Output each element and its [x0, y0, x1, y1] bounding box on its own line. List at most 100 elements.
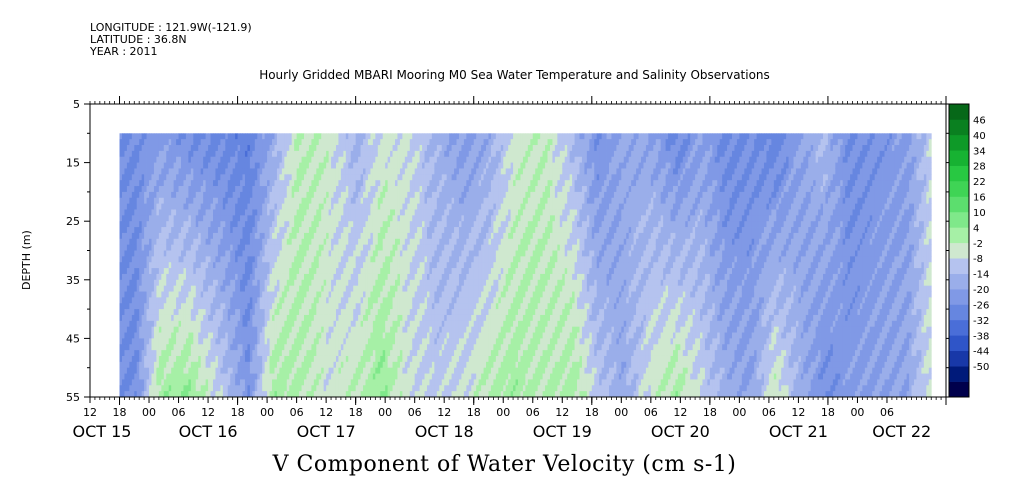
heatmap-cell: [131, 156, 135, 163]
heatmap-cell: [355, 145, 359, 152]
heatmap-cell: [259, 279, 263, 287]
heatmap-cell: [326, 344, 329, 351]
heatmap-cell: [183, 350, 187, 357]
heatmap-cell: [198, 297, 202, 304]
heatmap-cell: [185, 379, 189, 386]
heatmap-cell: [171, 314, 175, 322]
heatmap-cell: [168, 133, 172, 140]
heatmap-cell: [153, 238, 157, 246]
heatmap-cell: [139, 373, 143, 380]
heatmap-cell: [326, 391, 329, 398]
heatmap-cell: [158, 162, 162, 169]
heatmap-cell: [166, 385, 170, 392]
heatmap-cell: [286, 250, 290, 257]
heatmap-cell: [321, 250, 325, 257]
heatmap-cell: [382, 209, 386, 216]
heatmap-cell: [178, 344, 182, 351]
heatmap-cell: [131, 191, 135, 199]
heatmap-cell: [291, 332, 295, 339]
heatmap-cell: [345, 391, 349, 398]
heatmap-cell: [178, 150, 182, 158]
heatmap-cell: [370, 203, 374, 210]
heatmap-cell: [126, 174, 130, 181]
heatmap-cell: [370, 367, 374, 374]
heatmap-cell: [144, 250, 147, 257]
heatmap-cell: [212, 262, 216, 269]
heatmap-cell: [289, 156, 293, 163]
heatmap-cell: [166, 361, 170, 369]
heatmap-cell: [353, 355, 357, 363]
heatmap-cell: [139, 174, 143, 181]
heatmap-cell: [126, 150, 130, 158]
heatmap-cell: [119, 238, 123, 246]
heatmap-cell: [141, 191, 145, 199]
heatmap-cell: [338, 203, 342, 210]
heatmap-cell: [203, 227, 207, 234]
heatmap-cell: [262, 385, 266, 392]
heatmap-cell: [345, 145, 349, 152]
heatmap-cell: [372, 139, 376, 146]
heatmap-cell: [217, 262, 221, 269]
heatmap-cell: [377, 139, 381, 146]
heatmap-cell: [129, 139, 133, 146]
heatmap-cell: [188, 174, 192, 181]
heatmap-cell: [151, 139, 155, 146]
heatmap-cell: [168, 203, 172, 210]
heatmap-cell: [237, 191, 241, 199]
heatmap-cell: [331, 314, 334, 322]
heatmap-cell: [326, 256, 329, 263]
heatmap-cell: [193, 350, 197, 357]
heatmap-cell: [304, 221, 307, 228]
heatmap-cell: [375, 309, 379, 316]
heatmap-cell: [367, 156, 371, 163]
heatmap-cell: [323, 232, 327, 240]
heatmap-cell: [269, 297, 273, 304]
heatmap-cell: [343, 391, 347, 398]
heatmap-cell: [360, 133, 364, 140]
heatmap-cell: [257, 133, 261, 140]
heatmap-cell: [131, 262, 135, 269]
heatmap-cell: [136, 385, 140, 392]
heatmap-cell: [124, 232, 128, 240]
heatmap-cell: [119, 291, 123, 298]
heatmap-cell: [355, 279, 359, 287]
heatmap-cell: [176, 186, 179, 193]
heatmap-cell: [279, 320, 283, 328]
heatmap-cell: [377, 332, 381, 339]
heatmap-cell: [168, 385, 172, 392]
heatmap-cell: [173, 133, 177, 140]
heatmap-cell: [168, 373, 172, 380]
heatmap-cell: [215, 344, 219, 351]
heatmap-cell: [264, 221, 268, 228]
heatmap-cell: [168, 156, 172, 163]
heatmap-cell: [299, 180, 302, 187]
heatmap-cell: [193, 250, 197, 257]
heatmap-cell: [166, 338, 170, 345]
heatmap-cell: [205, 203, 209, 210]
heatmap-cell: [358, 326, 361, 333]
heatmap-cell: [380, 139, 384, 146]
heatmap-cell: [323, 291, 327, 298]
heatmap-cell: [360, 355, 364, 363]
heatmap-cell: [139, 150, 143, 158]
heatmap-cell: [237, 133, 241, 140]
heatmap-cell: [222, 309, 226, 316]
heatmap-cell: [176, 168, 179, 175]
heatmap-cell: [240, 221, 243, 228]
heatmap-cell: [144, 133, 147, 140]
heatmap-cell: [225, 133, 229, 140]
heatmap-cell: [390, 186, 393, 193]
heatmap-cell: [380, 379, 384, 386]
heatmap-cell: [375, 279, 379, 287]
heatmap-cell: [390, 285, 393, 292]
heatmap-cell: [183, 197, 187, 205]
heatmap-cell: [129, 133, 133, 140]
heatmap-cell: [284, 338, 288, 345]
heatmap-cell: [158, 227, 162, 234]
heatmap-cell: [355, 232, 359, 240]
heatmap-cell: [382, 232, 386, 240]
heatmap-cell: [365, 133, 369, 140]
heatmap-cell: [161, 232, 165, 240]
heatmap-cell: [318, 203, 322, 210]
heatmap-cell: [178, 391, 182, 398]
